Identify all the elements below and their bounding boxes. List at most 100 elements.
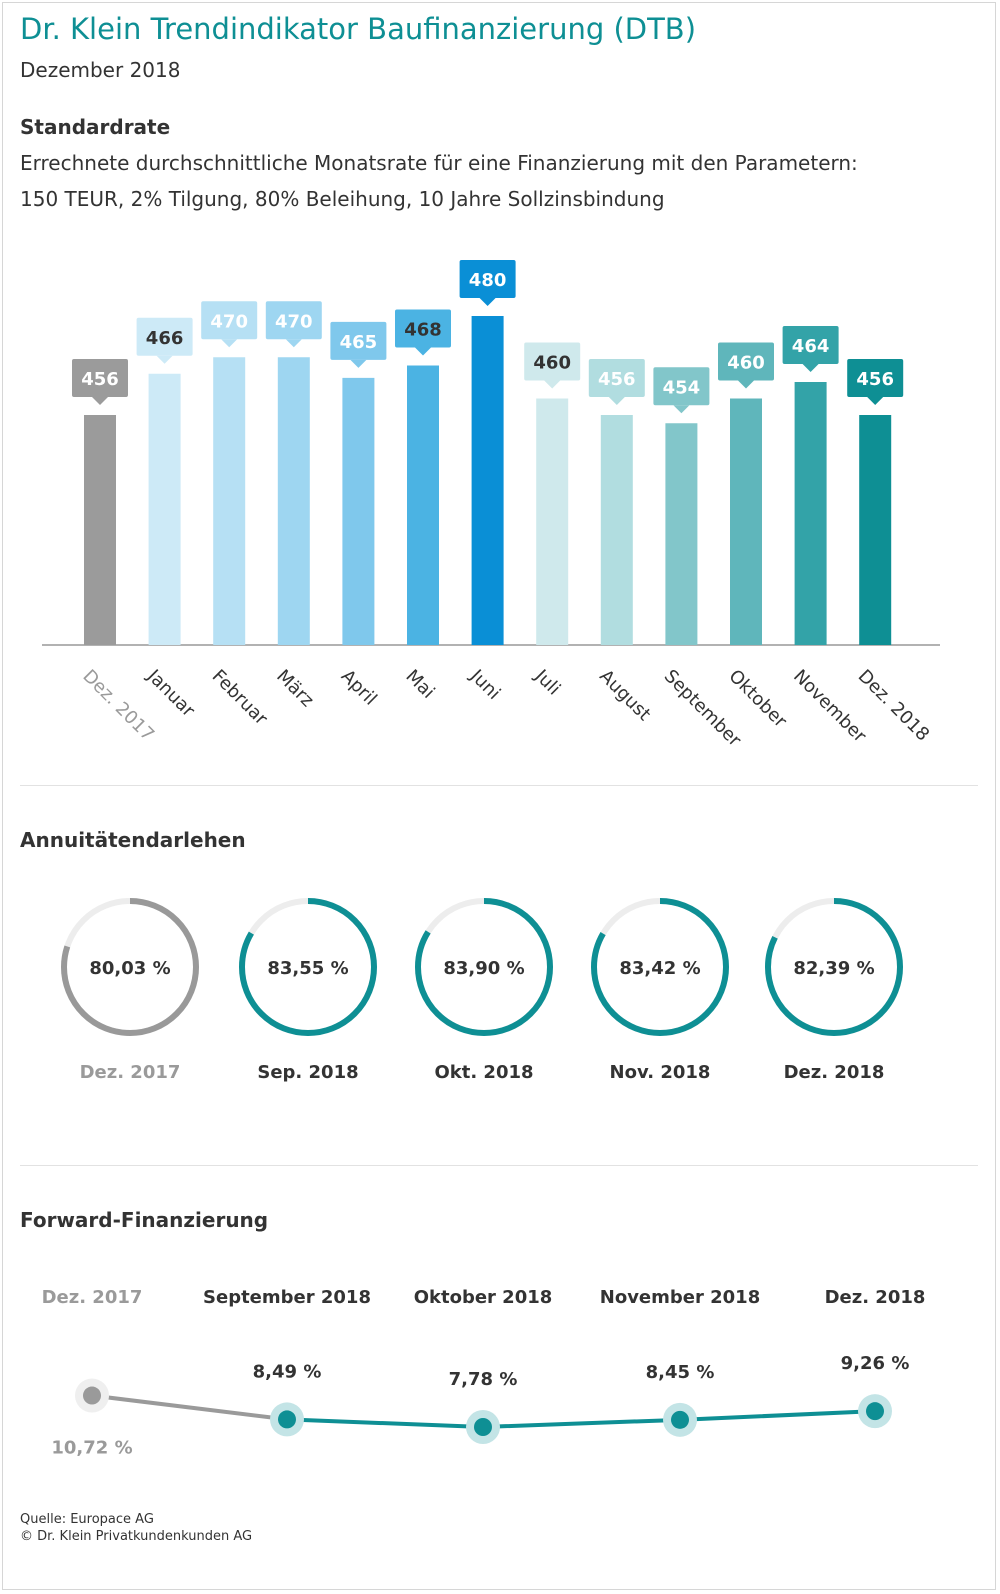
- x-tick-label: August: [595, 666, 654, 725]
- footer-source: Quelle: Europace AG: [20, 1512, 154, 1527]
- ring-category-label: Dez. 2017: [80, 1062, 181, 1083]
- bar-data-label: 480: [469, 270, 507, 291]
- data-point: [474, 1418, 492, 1436]
- bar: [471, 316, 504, 645]
- ring-value-label: 83,42 %: [619, 958, 700, 979]
- line-category-label: Dez. 2017: [42, 1287, 143, 1308]
- bar: [665, 423, 698, 645]
- bar-label-pointer: [479, 298, 496, 306]
- ring-value-label: 83,90 %: [443, 958, 524, 979]
- line-series: [286, 1409, 876, 1430]
- bar-data-label: 468: [404, 320, 442, 341]
- standardrate-heading: Standardrate: [20, 115, 171, 139]
- bar-label-pointer: [285, 339, 302, 348]
- ring-arc: [765, 898, 903, 1036]
- bar-label-pointer: [221, 339, 238, 348]
- point-data-label: 10,72 %: [51, 1438, 132, 1459]
- point-data-label: 9,26 %: [841, 1353, 910, 1374]
- bar-label-box: [395, 309, 451, 348]
- bar-data-label: 466: [146, 328, 184, 349]
- bar: [277, 357, 310, 645]
- ring-category-label: Dez. 2018: [784, 1062, 885, 1083]
- ring-value-label: 82,39 %: [793, 958, 874, 979]
- ring-category-label: Sep. 2018: [257, 1062, 358, 1083]
- data-point: [83, 1386, 101, 1405]
- ring-arc: [591, 898, 729, 1036]
- x-tick-label: April: [337, 666, 381, 710]
- point-data-label: 7,78 %: [449, 1369, 518, 1390]
- data-point: [278, 1410, 296, 1429]
- bar-data-label: 454: [663, 377, 701, 398]
- section-divider-2: [20, 1165, 978, 1166]
- line-category-label: Dez. 2018: [825, 1287, 926, 1308]
- page-title: Dr. Klein Trendindikator Baufinanzierung…: [20, 12, 697, 46]
- bar: [148, 373, 181, 645]
- ring-category-label: Nov. 2018: [610, 1062, 711, 1083]
- bar-label-box: [201, 301, 258, 340]
- point-data-label: 8,45 %: [646, 1362, 715, 1383]
- bar-label-pointer: [350, 359, 367, 368]
- x-tick-label: Januar: [142, 665, 199, 722]
- bar-label-pointer: [544, 380, 561, 389]
- x-tick-label: Juni: [465, 665, 504, 704]
- x-tick-label: Oktober: [724, 666, 791, 733]
- line-category-label: Oktober 2018: [414, 1287, 553, 1308]
- bar-data-label: 456: [856, 369, 894, 390]
- bar-data-label: 470: [210, 311, 248, 332]
- bar-label-box: [459, 260, 516, 298]
- forward-line-chart: Dez. 2017 September 2018 Oktober 2018 Novem…: [42, 1287, 926, 1459]
- ring-arc: [239, 898, 377, 1036]
- bar-data-label: 460: [533, 353, 571, 374]
- x-tick-label: Juli: [530, 665, 564, 699]
- section-divider: [20, 785, 978, 786]
- bar-label-pointer: [673, 405, 690, 414]
- bar-label-pointer: [608, 397, 625, 405]
- bar-label-box: [72, 359, 128, 397]
- bar: [794, 382, 827, 645]
- bar-label-box: [588, 359, 645, 397]
- bar-data-label: 456: [81, 369, 119, 390]
- ring-arc: [61, 898, 199, 1036]
- annuitaeten-heading: Annuitätendarlehen: [20, 828, 246, 852]
- ring-value-label: 80,03 %: [89, 958, 170, 979]
- page-subtitle: Dezember 2018: [20, 58, 181, 82]
- bar-data-label: 456: [598, 369, 636, 390]
- bar: [730, 398, 762, 645]
- bar: [536, 398, 569, 645]
- footer-copyright: © Dr. Klein Privatkundenkunden AG: [20, 1529, 253, 1544]
- bar-data-label: 465: [340, 332, 378, 353]
- data-point: [866, 1402, 884, 1421]
- data-point: [671, 1410, 689, 1429]
- standardrate-description-line1: Errechnete durchschnittliche Monatsrate …: [20, 151, 858, 175]
- bar-label-box: [330, 321, 387, 360]
- bar-data-label: 464: [792, 336, 830, 357]
- bar-label-box: [847, 359, 904, 397]
- forward-heading: Forward-Finanzierung: [20, 1208, 269, 1232]
- line-category-label: September 2018: [203, 1287, 371, 1308]
- bar-label-pointer: [92, 397, 108, 405]
- bar-data-label: 470: [275, 311, 313, 332]
- bar: [600, 415, 633, 645]
- bar: [84, 415, 116, 645]
- line-segment-previous: [91, 1393, 288, 1422]
- ring-arc: [415, 898, 553, 1036]
- ring-value-label: 83,55 %: [267, 958, 348, 979]
- bar-label-pointer: [867, 397, 884, 405]
- line-category-label: November 2018: [600, 1287, 760, 1308]
- x-tick-label: März: [272, 666, 318, 712]
- x-tick-label: Februar: [208, 666, 272, 730]
- bar-label-box: [653, 367, 710, 406]
- point-data-label: 8,49 %: [253, 1361, 322, 1382]
- annuitaeten-ring-chart: 80,03 % Dez. 2017 83,55 % Sep. 2018 83,90 % O…: [61, 898, 903, 1083]
- bar-label-box: [782, 326, 839, 364]
- bar: [342, 377, 375, 645]
- bar: [213, 357, 246, 645]
- x-tick-label: Mai: [401, 666, 438, 703]
- standardrate-description-line2: 150 TEUR, 2% Tilgung, 80% Beleihung, 10 …: [20, 187, 665, 211]
- bar: [407, 365, 439, 645]
- bar-label-pointer: [156, 355, 173, 364]
- bar: [859, 415, 892, 645]
- bar-label-pointer: [802, 364, 819, 372]
- bar-label-pointer: [415, 347, 431, 356]
